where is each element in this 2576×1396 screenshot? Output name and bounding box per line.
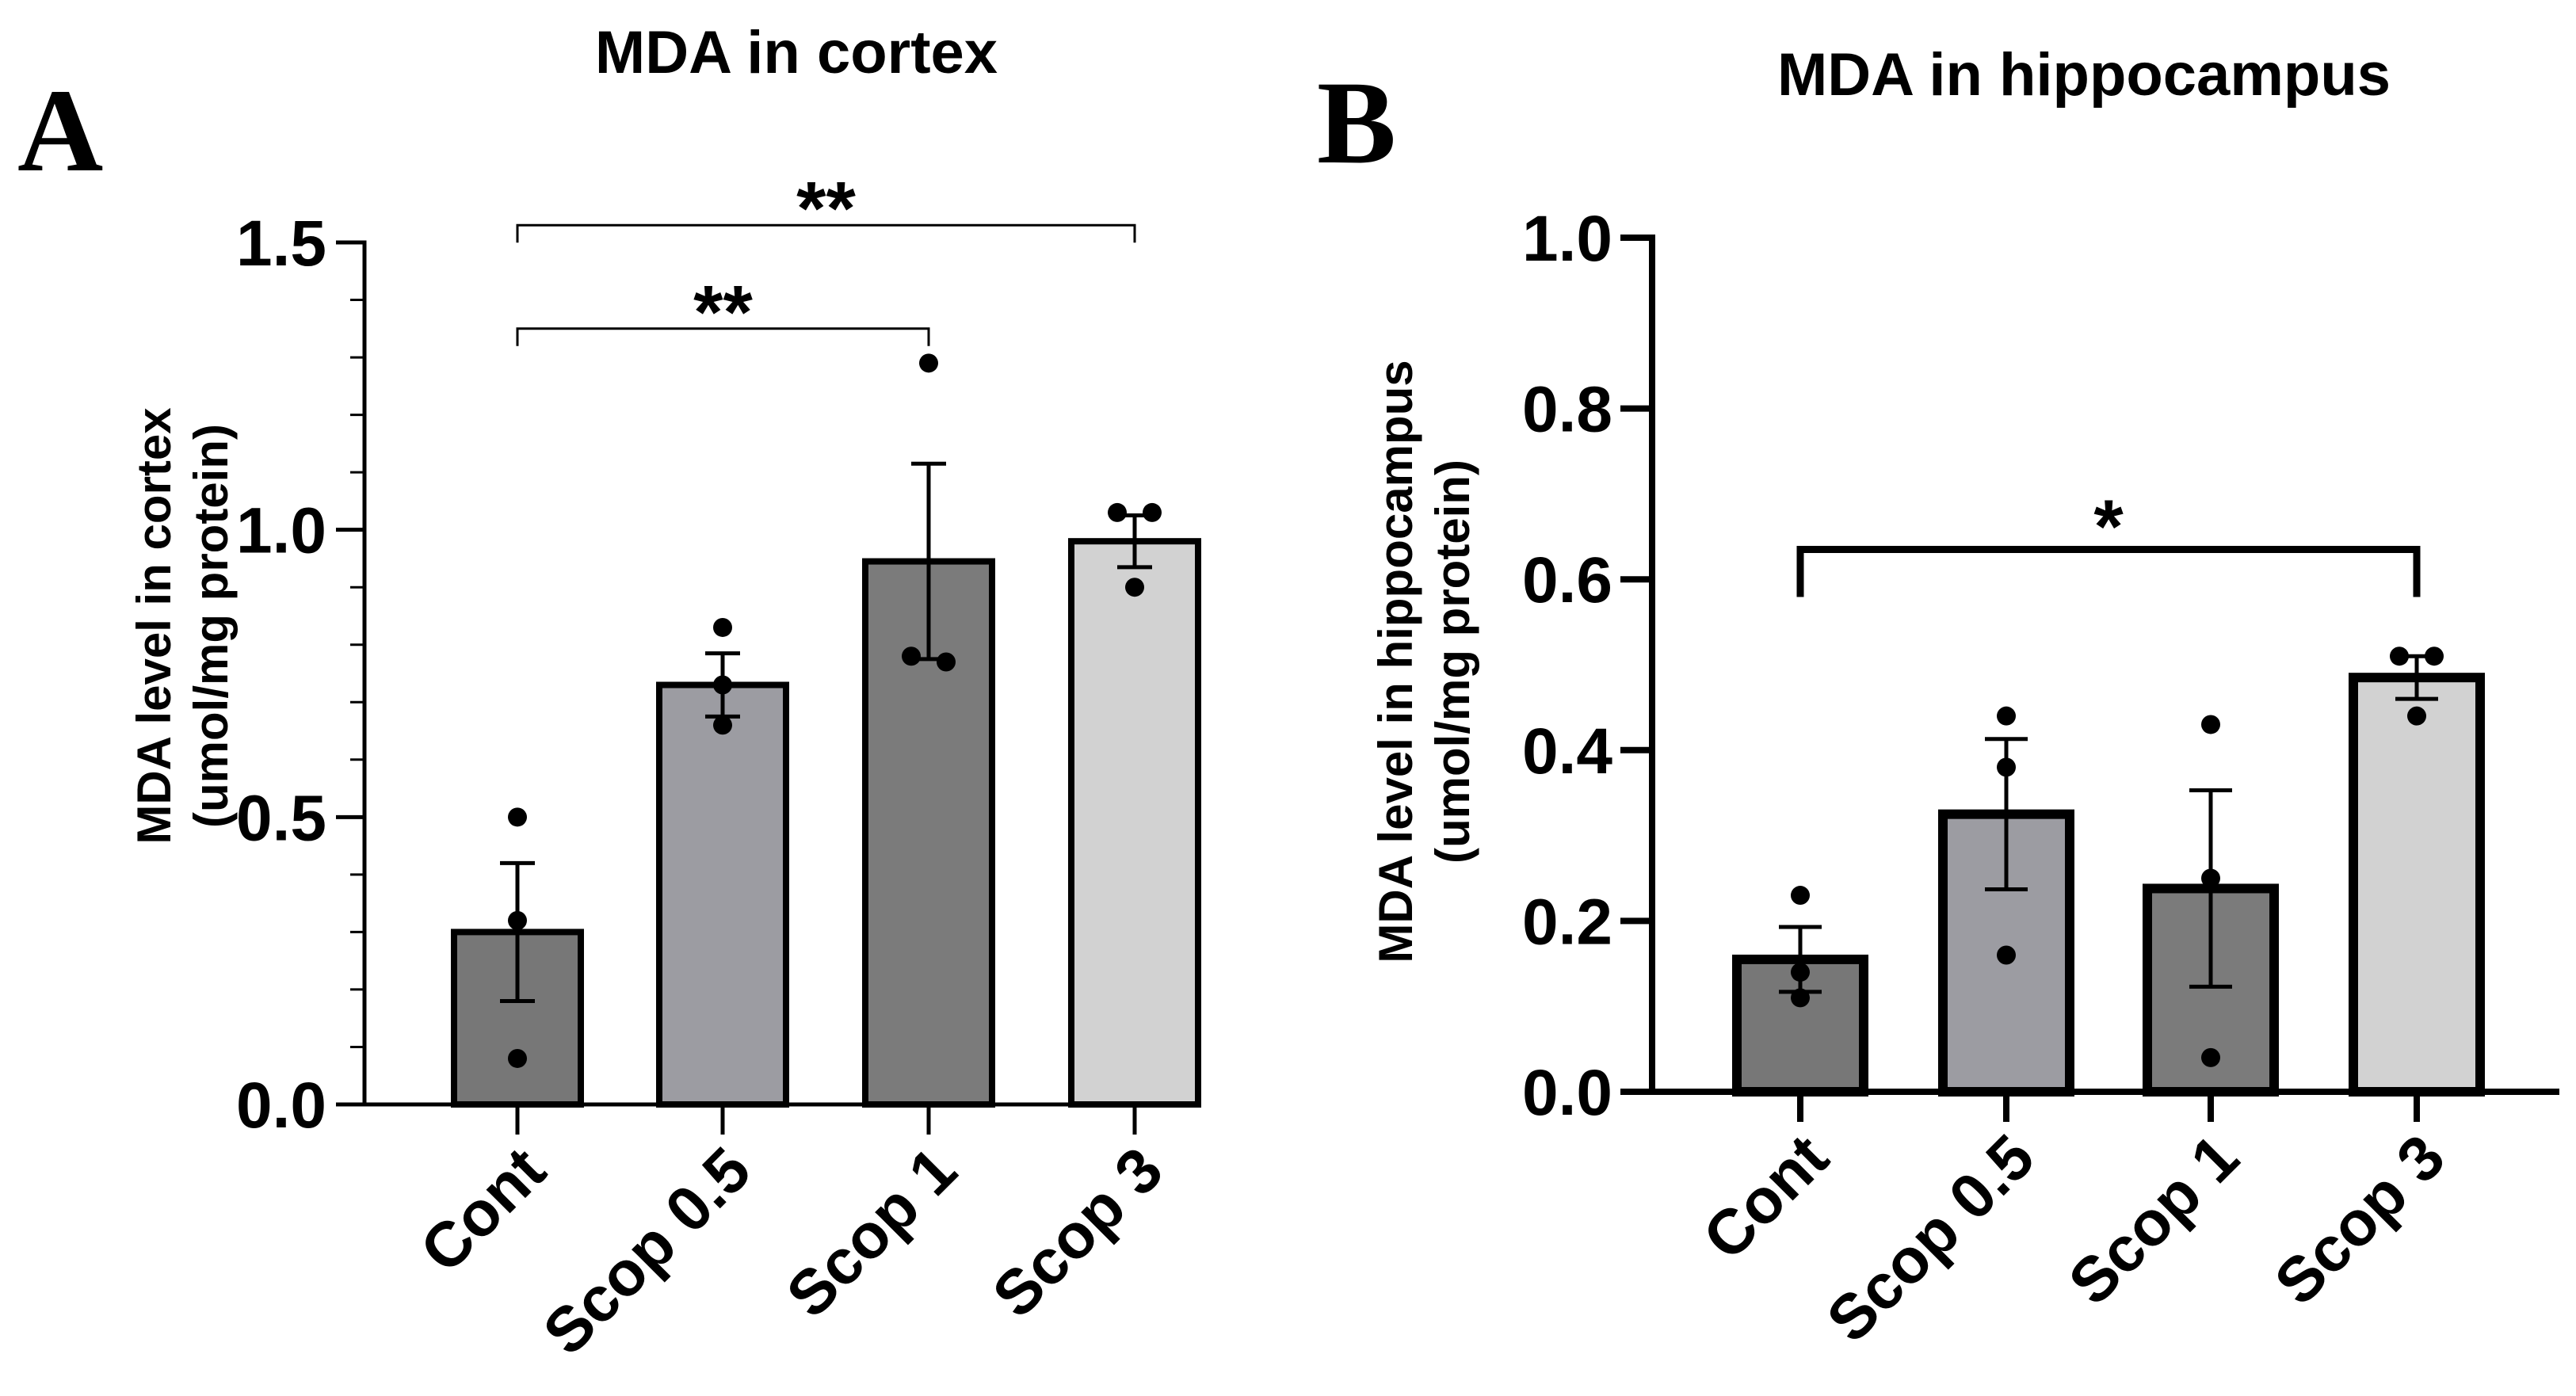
data-point-a (713, 617, 732, 637)
data-point-a (713, 675, 732, 695)
data-point-a (902, 647, 921, 666)
data-point-a (1108, 502, 1127, 522)
y-tick-label-b: 0.0 (1522, 1057, 1612, 1129)
significance-label-b: * (2093, 484, 2124, 569)
data-point-a (919, 353, 938, 373)
y-axis-label-b-line2: (umol/mg protein) (1426, 460, 1479, 864)
data-point-b (1997, 945, 2016, 965)
bar-a (1068, 538, 1201, 1108)
x-category-label-b: Cont (1689, 1121, 1841, 1273)
data-point-b (2407, 706, 2426, 726)
data-point-a (937, 652, 956, 672)
data-point-b (1997, 706, 2016, 726)
x-category-label-b: Scop 0.5 (1813, 1121, 2047, 1356)
y-axis-label-b-line1: MDA level in hippocampus (1369, 360, 1422, 963)
x-category-label-b: Scop 1 (2055, 1121, 2252, 1318)
significance-label-a: ** (796, 166, 856, 251)
data-point-a (1125, 578, 1144, 597)
data-point-a (1143, 502, 1162, 522)
panel-letter-a: A (17, 65, 103, 196)
y-axis-label-a-line2: (umol/mg protein) (185, 424, 238, 828)
data-point-b (1997, 757, 2016, 777)
significance-bracket-b (1796, 545, 2421, 597)
bar-b (2349, 673, 2485, 1097)
data-point-b (1791, 963, 1810, 982)
y-tick-label-a: 0.0 (236, 1070, 326, 1142)
chart-title-b: MDA in hippocampus (1777, 41, 2391, 109)
data-point-a (508, 910, 527, 930)
panel-letter-b: B (1317, 57, 1396, 189)
panel-b: B MDA in hippocampus MDA level in hippoc… (1317, 41, 2559, 1356)
y-tick-label-b: 0.6 (1522, 544, 1612, 616)
data-point-b (2390, 647, 2409, 666)
data-point-b (2201, 868, 2220, 888)
x-category-label-b: Scop 3 (2261, 1121, 2458, 1318)
significance-bracket-a (516, 327, 930, 346)
y-tick-label-a: 1.0 (236, 495, 326, 567)
x-category-label-a: Scop 1 (773, 1134, 970, 1330)
data-point-b (1791, 886, 1810, 906)
data-point-b (2201, 1047, 2220, 1067)
data-point-b (2425, 647, 2444, 666)
data-point-b (2201, 715, 2220, 734)
significance-label-a: ** (693, 270, 753, 355)
panel-a: A MDA in cortex MDA level in cortex (umo… (17, 19, 1201, 1368)
data-point-b (1791, 988, 1810, 1008)
y-tick-label-a: 1.5 (236, 208, 326, 280)
chart-title-a: MDA in cortex (595, 19, 998, 86)
y-tick-label-a: 0.5 (236, 782, 326, 854)
y-tick-label-b: 0.8 (1522, 374, 1612, 446)
data-point-a (713, 715, 732, 735)
x-category-label-a: Cont (406, 1134, 559, 1286)
y-tick-label-b: 0.2 (1522, 886, 1612, 958)
data-point-a (508, 807, 527, 827)
bar-a (656, 681, 789, 1108)
y-tick-label-b: 0.4 (1522, 715, 1612, 788)
x-category-label-a: Scop 3 (979, 1134, 1176, 1330)
y-axis-label-a-line1: MDA level in cortex (128, 407, 181, 844)
y-tick-label-b: 1.0 (1522, 203, 1612, 275)
data-point-a (508, 1048, 527, 1068)
x-category-label-a: Scop 0.5 (529, 1134, 764, 1368)
significance-bracket-a (516, 223, 1136, 243)
